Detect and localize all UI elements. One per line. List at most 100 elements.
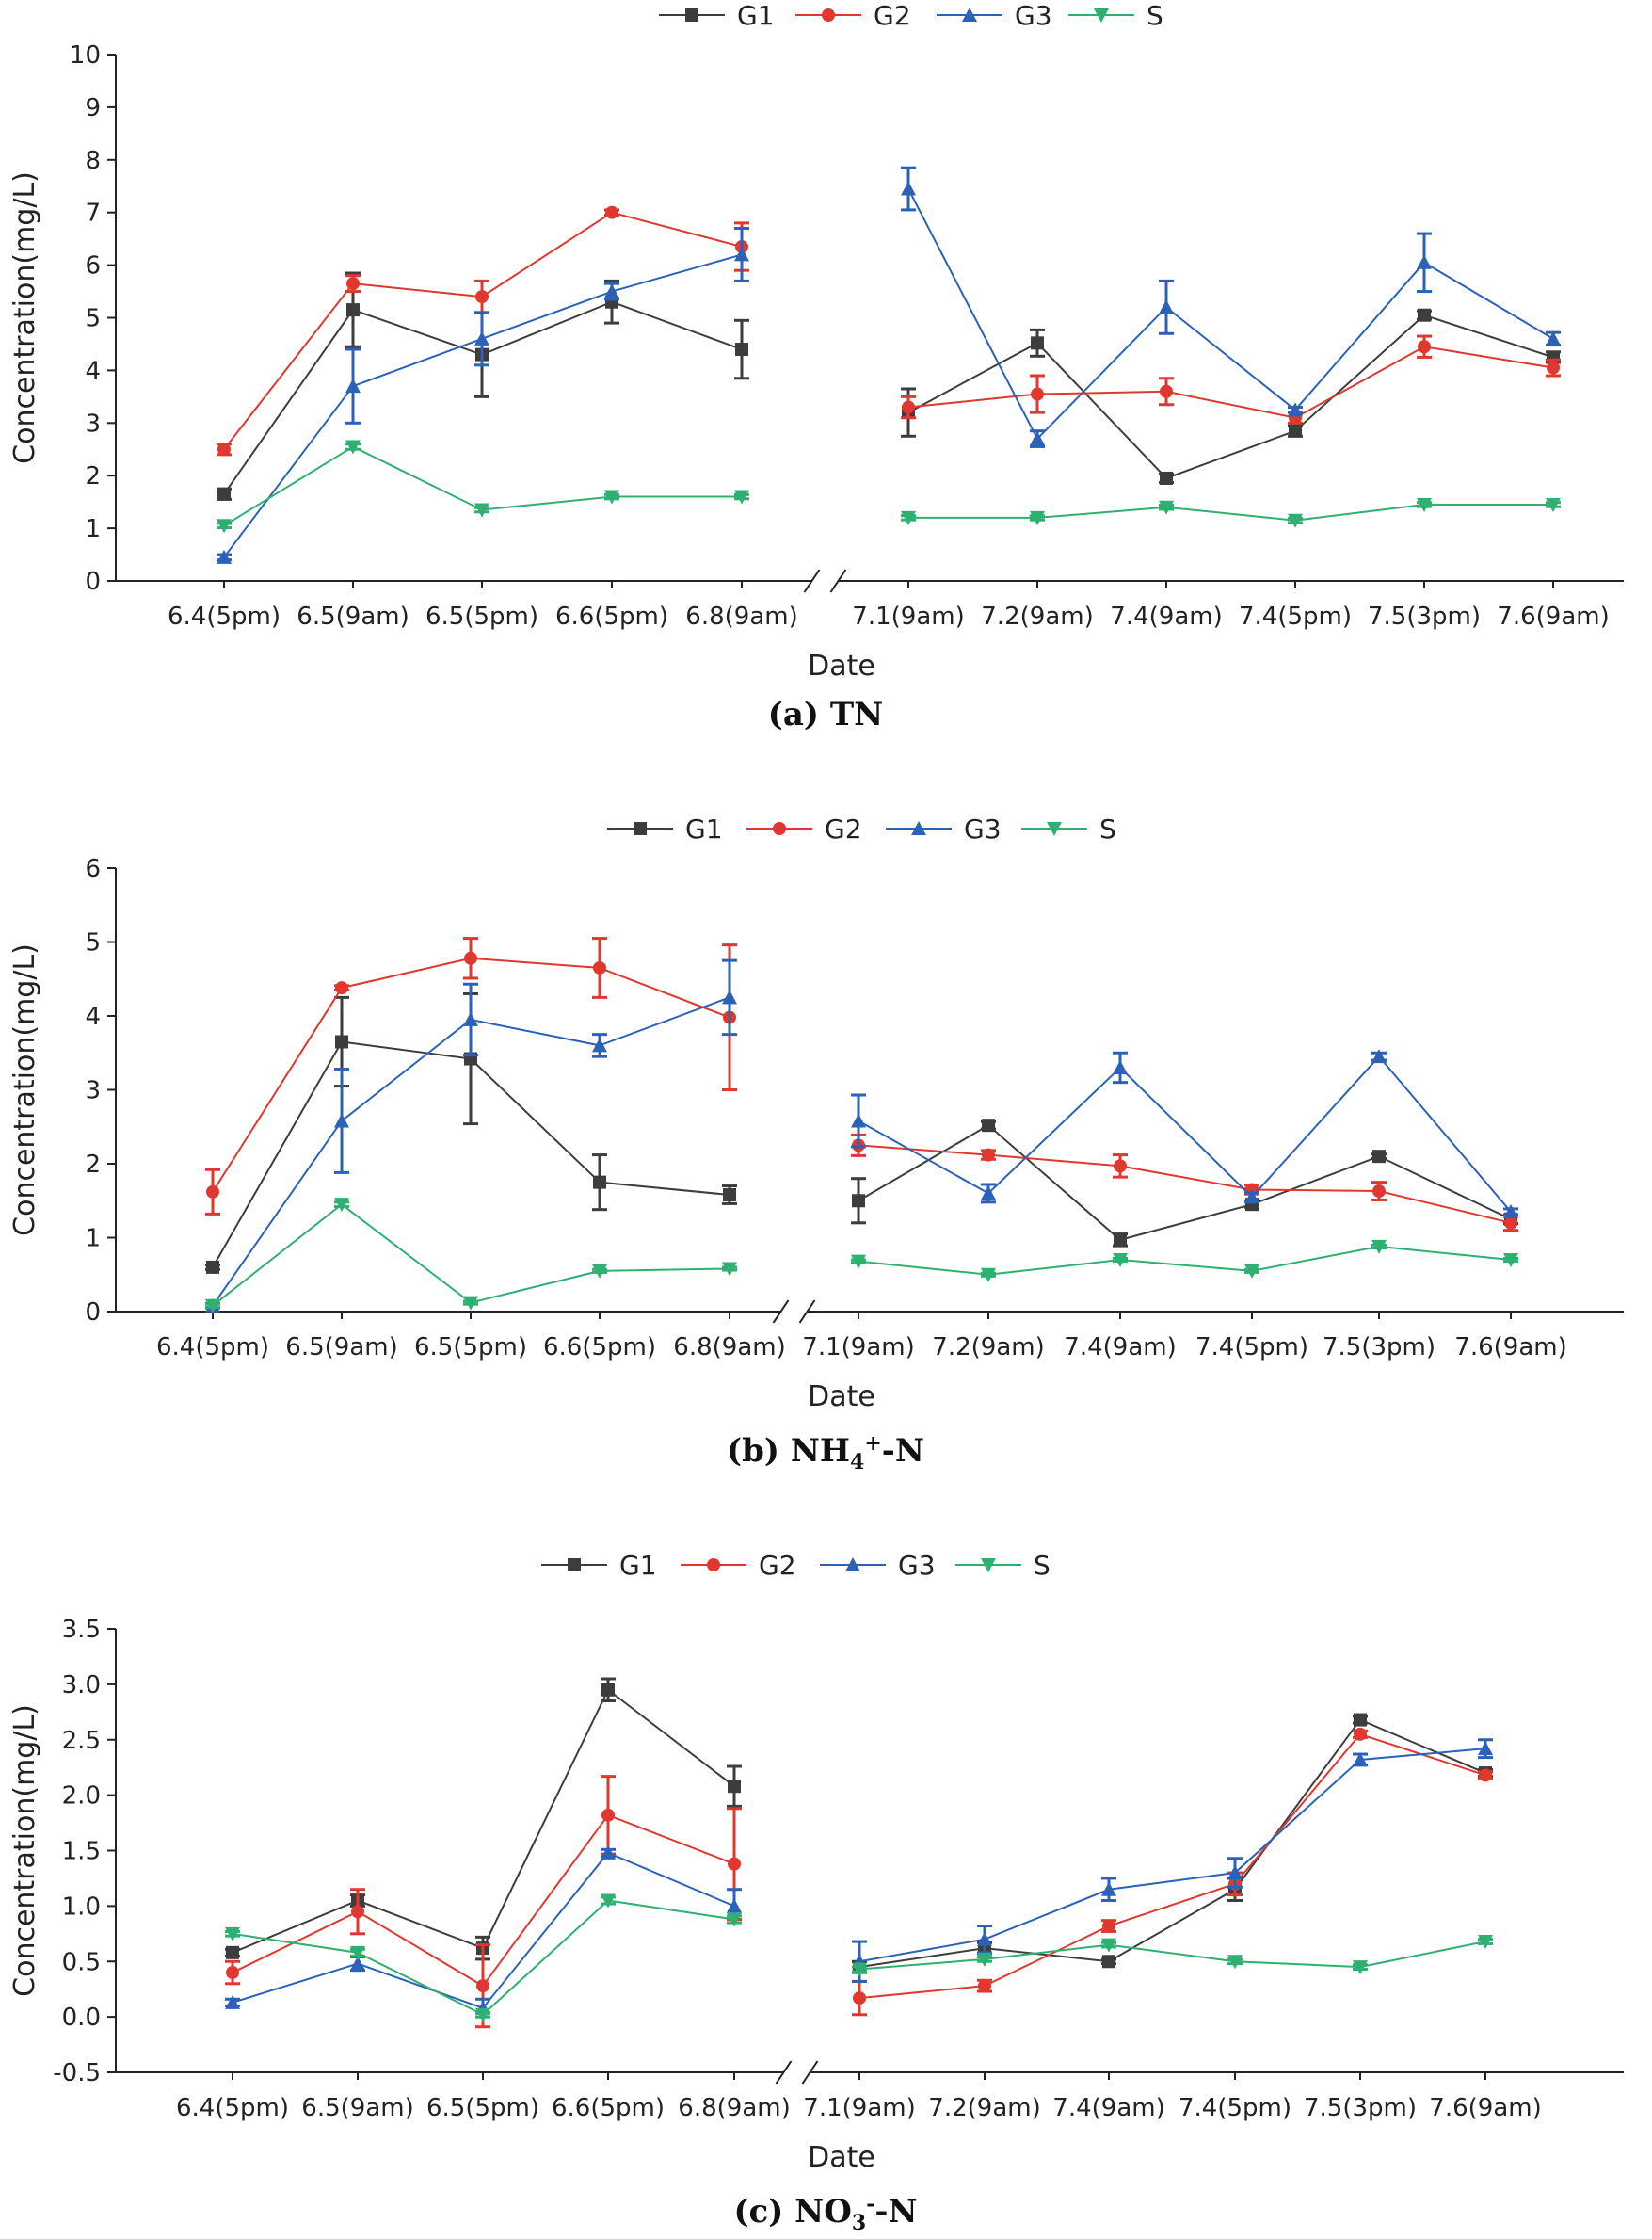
data-point-G2 (978, 1979, 991, 1993)
data-point-G1 (1354, 1713, 1367, 1727)
legend-marker-G2 (773, 822, 786, 835)
data-point-G1 (852, 1194, 865, 1208)
x-tick-label: 7.6(9am) (1429, 2094, 1541, 2122)
data-point-G3 (1288, 402, 1303, 417)
x-tick-label: 7.4(9am) (1064, 1333, 1176, 1361)
series-S (225, 1893, 1493, 2022)
x-axis-title: Date (808, 1380, 875, 1413)
data-point-G1 (1102, 1955, 1115, 1969)
data-point-S (601, 1893, 616, 1909)
x-tick-label: 6.5(9am) (301, 2094, 413, 2122)
x-tick-label: 6.4(5pm) (176, 2094, 289, 2122)
data-point-G2 (1354, 1727, 1367, 1741)
legend-label-S: S (1034, 1550, 1051, 1581)
data-point-G2 (902, 400, 915, 414)
data-point-S (1159, 500, 1174, 515)
data-point-S (1113, 1253, 1128, 1268)
data-point-G2 (1114, 1159, 1127, 1173)
axis-break-mark (798, 1299, 816, 1324)
data-point-S (604, 490, 619, 505)
x-tick-label: 7.6(9am) (1497, 603, 1609, 631)
y-tick-label: 0 (85, 1298, 101, 1327)
x-tick-label: 6.6(5pm) (543, 1333, 656, 1361)
data-point-G3 (1101, 1881, 1116, 1896)
legend: G1 G2 G3 S (659, 0, 1163, 31)
data-point-G3 (604, 283, 619, 298)
series-line-G1 (858, 1123, 1512, 1241)
data-point-G3 (1159, 299, 1174, 314)
y-tick-label: 3 (85, 1077, 101, 1105)
data-point-G3 (1371, 1049, 1387, 1064)
y-tick-label: 9 (85, 94, 101, 122)
legend-label-G1: G1 (737, 0, 775, 31)
axis-break-mark (801, 2060, 819, 2085)
data-point-S (1244, 1264, 1259, 1279)
data-point-G3 (901, 181, 916, 196)
x-tick-label: 7.5(3pm) (1368, 603, 1481, 631)
data-point-G1 (1114, 1232, 1127, 1247)
legend-marker-G3 (845, 1557, 860, 1571)
y-tick-label: 10 (70, 41, 101, 70)
panel-a: 0 1 2 3 4 5 6 7 8 9 10 6.4(5pm) 6.5(9am) 6.5(5pm) 6.6(… (8, 0, 1624, 733)
x-tick-label: 6.5(9am) (285, 1333, 397, 1361)
panel-c: -0.5 0.0 0.5 1.0 1.5 2.0 2.5 3.0 3.5 6.4(5pm) 6.5(… (8, 1550, 1624, 2235)
axis-break-mark (829, 569, 847, 593)
data-point-S (345, 440, 361, 455)
data-point-G2 (206, 1184, 219, 1199)
data-point-G2 (1504, 1216, 1517, 1230)
y-tick-label: 2 (85, 1151, 101, 1179)
legend-label-G1: G1 (619, 1550, 657, 1581)
data-point-G3 (592, 1038, 607, 1053)
x-tick-label: 6.5(5pm) (425, 603, 538, 631)
x-tick-label: 7.5(3pm) (1323, 1333, 1435, 1361)
legend-marker-S (981, 1558, 996, 1572)
data-point-S (977, 1952, 992, 1967)
data-point-G2 (1031, 387, 1044, 401)
series-G1 (205, 991, 1518, 1274)
data-point-S (475, 2007, 490, 2022)
x-tick-label: 6.5(9am) (297, 603, 409, 631)
x-tick-label: 7.4(5pm) (1179, 2094, 1291, 2122)
y-tick-label: 3 (85, 410, 101, 438)
legend-marker-S (1094, 8, 1109, 23)
data-point-G3 (1113, 1059, 1128, 1074)
x-tick-label: 6.4(5pm) (168, 603, 281, 631)
data-point-S (727, 1912, 742, 1927)
x-tick-label: 6.6(5pm) (555, 603, 668, 631)
x-tick-label: 7.2(9am) (981, 603, 1093, 631)
data-point-S (592, 1264, 607, 1279)
x-axis-title: Date (808, 650, 875, 683)
data-point-S (350, 1945, 365, 1960)
x-tick-label: 7.4(9am) (1110, 603, 1222, 631)
data-point-G2 (476, 1979, 489, 1993)
series-line-S (908, 503, 1553, 522)
data-point-G1 (982, 1119, 995, 1133)
legend-marker-G1 (568, 1558, 581, 1571)
data-point-G3 (981, 1185, 996, 1200)
data-point-G3 (1353, 1751, 1368, 1766)
data-point-G3 (1503, 1204, 1518, 1219)
legend: G1 G2 G3 S (607, 813, 1116, 845)
panel-b: 0 1 2 3 4 5 6 6.4(5pm) 6.5(9am) 6.5(5pm) 6.6(5pm) 6… (8, 813, 1624, 1474)
legend-label-G2: G2 (759, 1550, 796, 1581)
data-point-G2 (217, 443, 231, 457)
data-point-G3 (722, 990, 737, 1005)
data-point-G3 (225, 1994, 240, 2009)
data-point-G1 (226, 1945, 239, 1959)
x-tick-label: 6.5(5pm) (426, 2094, 539, 2122)
data-point-G3 (1244, 1189, 1259, 1204)
series-line-G1 (858, 1718, 1486, 1969)
data-point-G2 (1372, 1184, 1386, 1199)
data-point-G1 (217, 487, 231, 501)
data-point-S (225, 1926, 240, 1941)
x-tick-label: 7.4(9am) (1052, 2094, 1164, 2122)
data-point-S (734, 490, 749, 505)
y-tick-label: 0.5 (62, 1948, 101, 1976)
data-point-S (463, 1296, 478, 1311)
legend-label-G1: G1 (685, 813, 723, 845)
series-G2 (205, 937, 1518, 1232)
data-point-G2 (346, 277, 360, 291)
data-point-S (1478, 1935, 1493, 1950)
y-tick-label: 2.5 (62, 1727, 101, 1755)
panel-caption: (a) TN (768, 696, 883, 733)
